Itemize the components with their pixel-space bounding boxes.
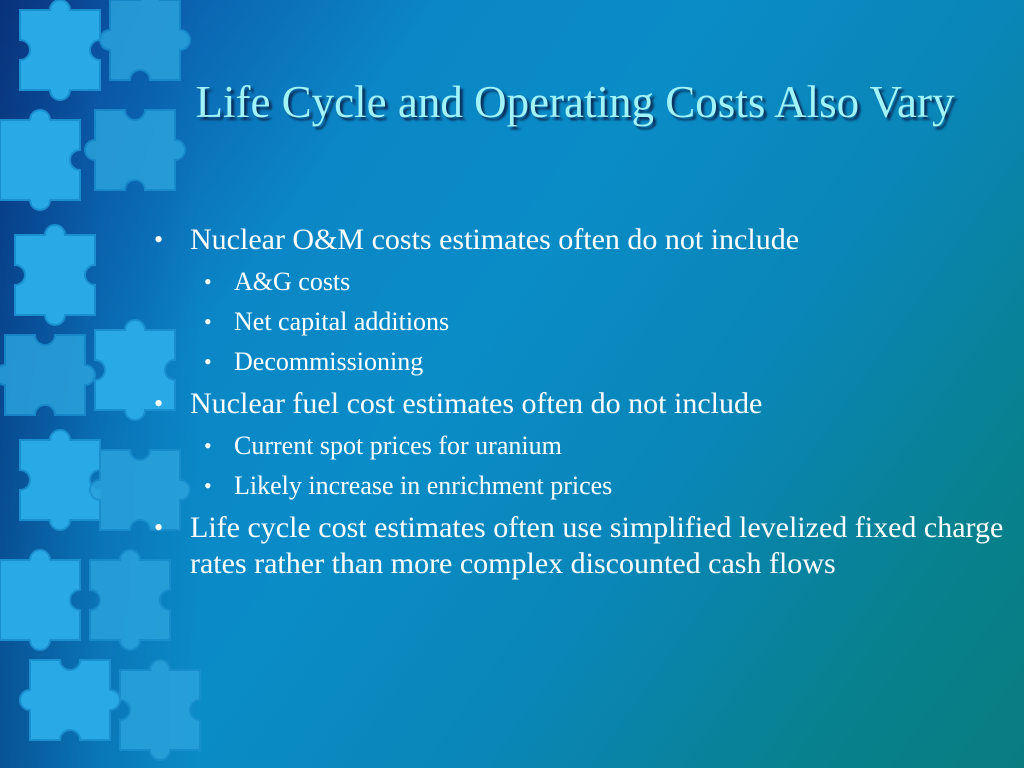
puzzle-piece-icon [14,224,96,326]
puzzle-piece-icon [19,659,121,741]
puzzle-piece-icon [119,659,201,761]
puzzle-piece-icon [84,109,186,191]
sub-bullet-item: • Likely increase in enrichment prices [190,466,1008,506]
slide-title: Life Cycle and Operating Costs Also Vary [195,77,955,127]
sub-bullet-text: Decommissioning [234,347,424,376]
bullet-icon: • [204,309,212,334]
puzzle-piece-icon [0,109,81,211]
puzzle-piece-icon [0,549,81,651]
puzzle-piece-icon [19,429,101,531]
bullet-item: • Nuclear O&M costs estimates often do n… [148,222,1008,382]
puzzle-piece-icon [94,319,176,421]
bullet-icon: • [204,473,212,498]
sub-bullet-item: • Decommissioning [190,342,1008,382]
sub-bullet-text: A&G costs [234,267,351,296]
sub-bullet-list: • A&G costs • Net capital additions • De… [190,262,1008,382]
sub-bullet-item: • Current spot prices for uranium [190,426,1008,466]
bullet-icon: • [204,349,212,374]
sub-bullet-item: • Net capital additions [190,302,1008,342]
bullet-text: Nuclear O&M costs estimates often do not… [190,223,800,256]
bullet-icon: • [154,389,164,418]
puzzle-piece-icon [0,334,96,416]
bullet-icon: • [204,433,212,458]
bullet-text: Nuclear fuel cost estimates often do not… [190,387,763,420]
sub-bullet-text: Likely increase in enrichment prices [234,471,613,500]
slide-body: • Nuclear O&M costs estimates often do n… [148,222,1008,586]
puzzle-piece-icon [89,449,191,531]
puzzle-piece-icon [19,0,101,101]
bullet-item: • Nuclear fuel cost estimates often do n… [148,386,1008,506]
puzzle-piece-icon [99,0,191,81]
puzzle-pieces-decoration [0,0,201,761]
sub-bullet-text: Current spot prices for uranium [234,431,562,460]
bullet-icon: • [204,269,212,294]
sub-bullet-item: • A&G costs [190,262,1008,302]
sub-bullet-text: Net capital additions [234,307,450,336]
bullet-icon: • [154,513,164,542]
bullet-icon: • [154,225,164,254]
bullet-text: Life cycle cost estimates often use simp… [190,511,1004,580]
bullet-list: • Nuclear O&M costs estimates often do n… [148,222,1008,582]
bullet-item: • Life cycle cost estimates often use si… [148,510,1008,582]
sub-bullet-list: • Current spot prices for uranium • Like… [190,426,1008,506]
puzzle-piece-icon [89,549,171,651]
